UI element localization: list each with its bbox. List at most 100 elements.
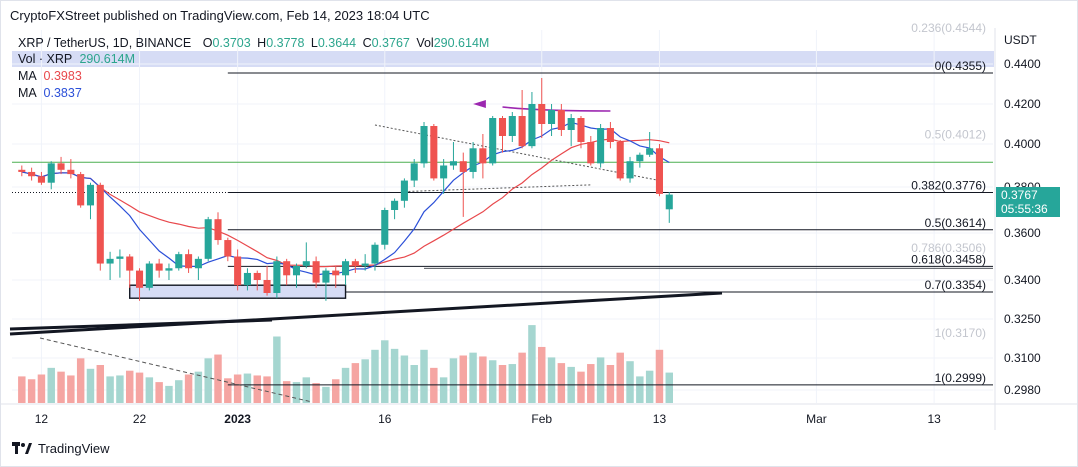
bar-countdown: 05:55:36 — [1001, 202, 1048, 216]
candle-body — [449, 161, 457, 166]
fib-level-label: 0.236(0.4544) — [911, 21, 986, 35]
candle-body — [459, 161, 467, 172]
y-axis-tick-label: 0.4400 — [1004, 57, 1041, 71]
ma2-legend[interactable]: MA 0.3837 — [18, 86, 82, 100]
x-axis-tick-label: 13 — [653, 412, 667, 426]
candle-body — [528, 104, 536, 147]
candle-body — [381, 210, 389, 245]
volume-bar — [538, 346, 546, 403]
ohlc-high: H0.3778 — [257, 36, 305, 50]
candle-body — [135, 270, 144, 288]
fib-level-label: 1(0.2999) — [935, 371, 986, 385]
volume-bar — [596, 357, 605, 403]
ohlc-low: L0.3644 — [310, 36, 357, 50]
purple-arrow-line — [502, 106, 611, 112]
volume-bar — [194, 371, 203, 403]
volume-bar — [37, 374, 46, 403]
tradingview-footer[interactable]: TradingView — [12, 441, 110, 456]
candle-body — [400, 180, 408, 201]
candle-body — [37, 176, 45, 183]
volume-indicator-value: 290.614M — [79, 52, 136, 66]
volume-bar — [587, 364, 595, 403]
x-axis-tick-label: Feb — [531, 412, 552, 426]
candle-body — [626, 161, 634, 179]
candle-body — [577, 118, 585, 142]
volume-bar — [302, 377, 311, 403]
fib-level-label: 1(0.3170) — [935, 326, 986, 340]
volume-bar — [155, 382, 163, 403]
volume-bar — [645, 370, 654, 403]
volume-bar — [322, 386, 330, 403]
volume-bar — [665, 372, 673, 403]
candle-body — [96, 184, 104, 264]
candle-body — [243, 272, 251, 286]
candle-body — [47, 163, 55, 183]
volume-bar — [57, 371, 65, 403]
x-axis-tick-label: 2023 — [224, 412, 251, 426]
last-price-badge: 0.3767 05:55:36 — [996, 187, 1060, 217]
volume-bar — [282, 381, 291, 403]
volume-bar — [547, 357, 556, 403]
fib-level-label: 0.786(0.3506) — [911, 241, 986, 255]
volume-bar — [253, 375, 261, 403]
volume-bar — [459, 355, 467, 403]
close-value: 0.3767 — [371, 36, 410, 50]
volume-bar — [204, 358, 212, 403]
candle-body — [587, 142, 595, 164]
candle-body — [616, 142, 624, 179]
volume-bar — [469, 352, 477, 403]
last-price-value: 0.3767 — [1001, 188, 1038, 202]
candle-body — [185, 254, 193, 269]
volume-bar — [518, 352, 526, 403]
ma-red-line — [21, 138, 670, 268]
candle-body — [498, 118, 507, 136]
x-axis-tick-label: 13 — [927, 412, 941, 426]
candle-body — [322, 270, 330, 283]
candle-body — [214, 219, 222, 241]
candle-body — [646, 148, 654, 155]
volume-bar — [390, 348, 399, 403]
fib-level-label: 0(0.4355) — [935, 59, 986, 73]
volume-bar — [145, 377, 154, 403]
candle-body — [548, 110, 556, 124]
candle-body — [283, 261, 291, 276]
volume-bar — [184, 374, 193, 403]
candle-body — [538, 104, 546, 124]
candle-body — [557, 110, 565, 130]
symbol-legend[interactable]: XRP / TetherUS, 1D, BINANCE O0.3703 H0.3… — [18, 36, 489, 50]
y-axis-tick-label: 0.2980 — [1004, 383, 1041, 397]
candle-body — [86, 184, 95, 206]
volume-indicator-legend[interactable]: Vol · XRP 290.614M — [18, 52, 135, 66]
fib-level-label: 0.5(0.4012) — [925, 128, 986, 142]
volume-legend-band — [12, 51, 994, 67]
candle-body — [655, 148, 663, 194]
volume-bar — [135, 372, 144, 403]
candle-body — [440, 165, 448, 179]
volume-bar — [106, 376, 114, 403]
volume-bar — [616, 352, 624, 403]
volume-bar — [606, 365, 615, 403]
y-axis-tick-label: 0.3250 — [1004, 312, 1041, 326]
ma-blue-line — [21, 121, 670, 276]
candle-body — [508, 116, 516, 136]
ma1-legend[interactable]: MA 0.3983 — [18, 69, 82, 83]
volume-bar — [636, 376, 644, 403]
volume-bar — [214, 354, 222, 403]
volume-bar — [125, 370, 134, 403]
volume-bar — [332, 379, 340, 403]
volume-bar — [498, 365, 507, 403]
volume-bar — [410, 365, 418, 403]
candle-body — [273, 261, 281, 293]
candle-body — [410, 163, 418, 181]
candle-body — [175, 254, 183, 269]
dashed-projection-line — [39, 337, 313, 403]
x-axis-tick-label: Mar — [806, 412, 827, 426]
volume-bar — [243, 373, 252, 403]
y-axis-tick-label: 0.4000 — [1004, 137, 1041, 151]
candle-body — [67, 169, 75, 175]
ma2-value: 0.3837 — [43, 86, 82, 100]
y-axis-tick-label: 0.3400 — [1004, 273, 1041, 287]
volume-bar — [86, 368, 95, 403]
candle-body — [194, 258, 202, 269]
